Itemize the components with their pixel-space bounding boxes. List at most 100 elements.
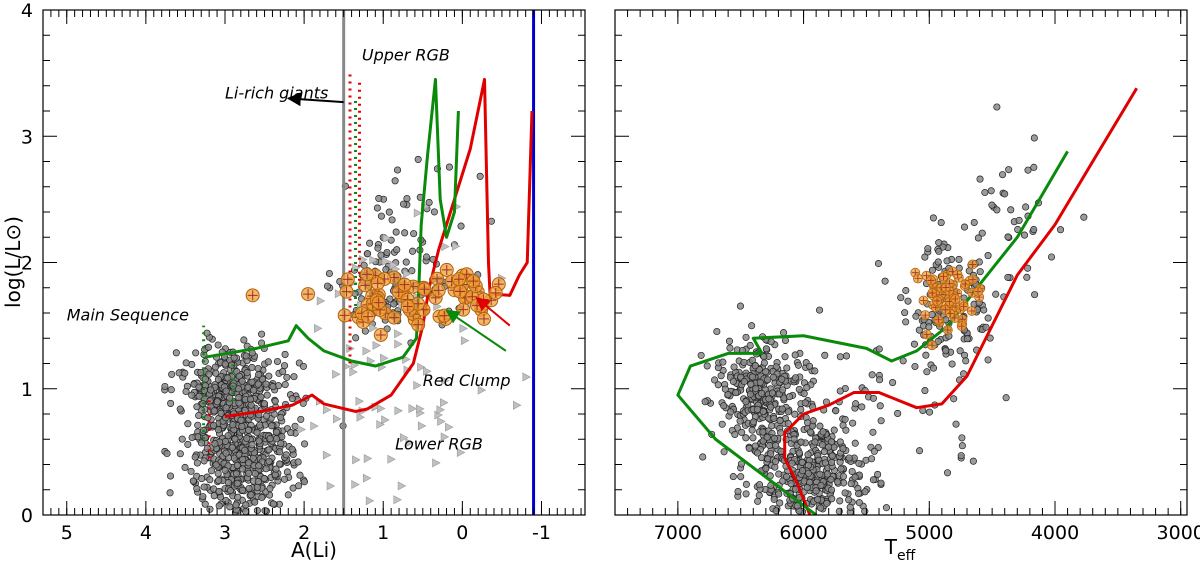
right-li-rich-point-cross	[944, 326, 952, 334]
right-star-point	[751, 362, 759, 370]
right-star-point	[783, 364, 791, 372]
left-star-point	[253, 506, 261, 515]
left-star-point	[277, 413, 285, 422]
left-li-rich-point-cross	[453, 274, 464, 285]
left-star-point	[206, 476, 214, 484]
left-star-point	[277, 439, 285, 448]
left-upper-limit-point	[372, 340, 382, 350]
right-star-point	[762, 368, 770, 376]
left-star-point	[280, 362, 289, 370]
right-star-point	[755, 481, 764, 489]
left-li-rich-point-cross	[402, 301, 413, 312]
left-star-point	[264, 358, 272, 366]
right-star-point	[841, 489, 849, 497]
right-star-point	[925, 323, 933, 331]
left-star-point	[242, 501, 250, 509]
left-star-point	[229, 421, 237, 429]
left-li-rich-point-cross	[490, 287, 501, 298]
right-star-point	[962, 357, 970, 365]
right-star-point	[937, 219, 945, 227]
left-upper-limit-point	[355, 396, 364, 406]
right-star-point	[775, 470, 783, 478]
right-star-point	[737, 473, 745, 481]
left-upper-limit-point	[399, 433, 409, 443]
left-star-point	[273, 357, 282, 366]
right-star-point	[768, 422, 776, 430]
left-plot-frame	[42, 9, 586, 516]
left-star-point	[206, 505, 214, 513]
right-star-point	[828, 486, 836, 494]
left-star-point	[377, 212, 385, 220]
right-star-point	[1007, 206, 1015, 214]
right-star-point	[719, 358, 727, 366]
right-star-point	[842, 352, 851, 360]
right-li-rich-point-cross	[954, 271, 962, 279]
left-upper-limit-point	[397, 481, 407, 491]
right-star-point	[780, 329, 788, 337]
right-star-point	[1056, 226, 1065, 234]
left-upper-limit-point	[522, 372, 531, 382]
right-star-point	[727, 408, 735, 416]
left-star-point	[393, 166, 402, 174]
left-upper-limit-point	[445, 422, 454, 432]
right-star-point	[770, 495, 778, 503]
left-y-tick-label: 3	[21, 126, 33, 148]
left-star-point	[197, 439, 206, 447]
right-plot-area	[676, 87, 1138, 515]
right-star-point	[1023, 273, 1031, 281]
left-star-point	[241, 446, 249, 454]
left-star-point	[255, 371, 263, 379]
left-upper-limit-point	[437, 416, 446, 426]
left-upper-limit-point	[459, 323, 468, 333]
right-star-point	[984, 252, 992, 260]
left-star-point	[207, 467, 216, 475]
left-upper-limit-point	[369, 255, 378, 265]
right-star-point	[858, 403, 866, 411]
left-li-rich-point-cross	[419, 284, 430, 295]
right-star-point	[828, 458, 836, 466]
right-axis-ticks	[614, 9, 1187, 516]
left-star-point	[283, 373, 291, 381]
left-y-axis-title: log(L/L⊙)	[1, 216, 25, 308]
left-star-point	[178, 435, 186, 443]
right-star-point	[935, 239, 943, 247]
left-upper-limit-point	[366, 356, 376, 366]
left-upper-limit-point	[440, 398, 449, 408]
right-star-point	[1002, 394, 1010, 402]
right-li-rich-point-cross	[919, 297, 927, 305]
left-star-point	[250, 386, 258, 394]
li-rich-arrow	[286, 92, 344, 107]
right-li-rich-point-cross	[922, 272, 930, 280]
right-star-point	[845, 454, 853, 462]
left-upper-limit-point	[322, 405, 332, 415]
right-star-point	[790, 435, 798, 443]
right-star-point	[948, 360, 956, 368]
left-star-point	[187, 467, 195, 475]
left-series-green-track	[204, 77, 460, 368]
right-star-point	[749, 434, 757, 442]
left-upper-limit-point	[413, 380, 422, 390]
left-star-point	[325, 269, 333, 278]
left-star-point	[253, 483, 261, 491]
right-star-point	[828, 452, 836, 460]
left-star-point	[215, 487, 223, 495]
left-star-point	[288, 395, 296, 403]
right-star-point	[823, 470, 832, 478]
right-star-point	[745, 444, 753, 452]
right-star-point	[736, 417, 744, 425]
left-upper-limit-point	[394, 339, 403, 349]
right-star-point	[811, 367, 819, 375]
right-star-point	[915, 326, 923, 334]
right-star-point	[821, 459, 829, 467]
left-star-point	[184, 440, 192, 448]
left-star-point	[281, 350, 289, 358]
left-star-point	[228, 444, 236, 452]
right-star-point	[974, 234, 982, 242]
right-star-point	[1020, 231, 1029, 239]
left-star-point	[176, 450, 184, 458]
left-plot-area	[161, 10, 536, 515]
left-star-point	[234, 493, 242, 501]
right-star-point	[923, 368, 931, 376]
left-star-point	[211, 363, 219, 371]
left-star-point	[253, 428, 261, 437]
